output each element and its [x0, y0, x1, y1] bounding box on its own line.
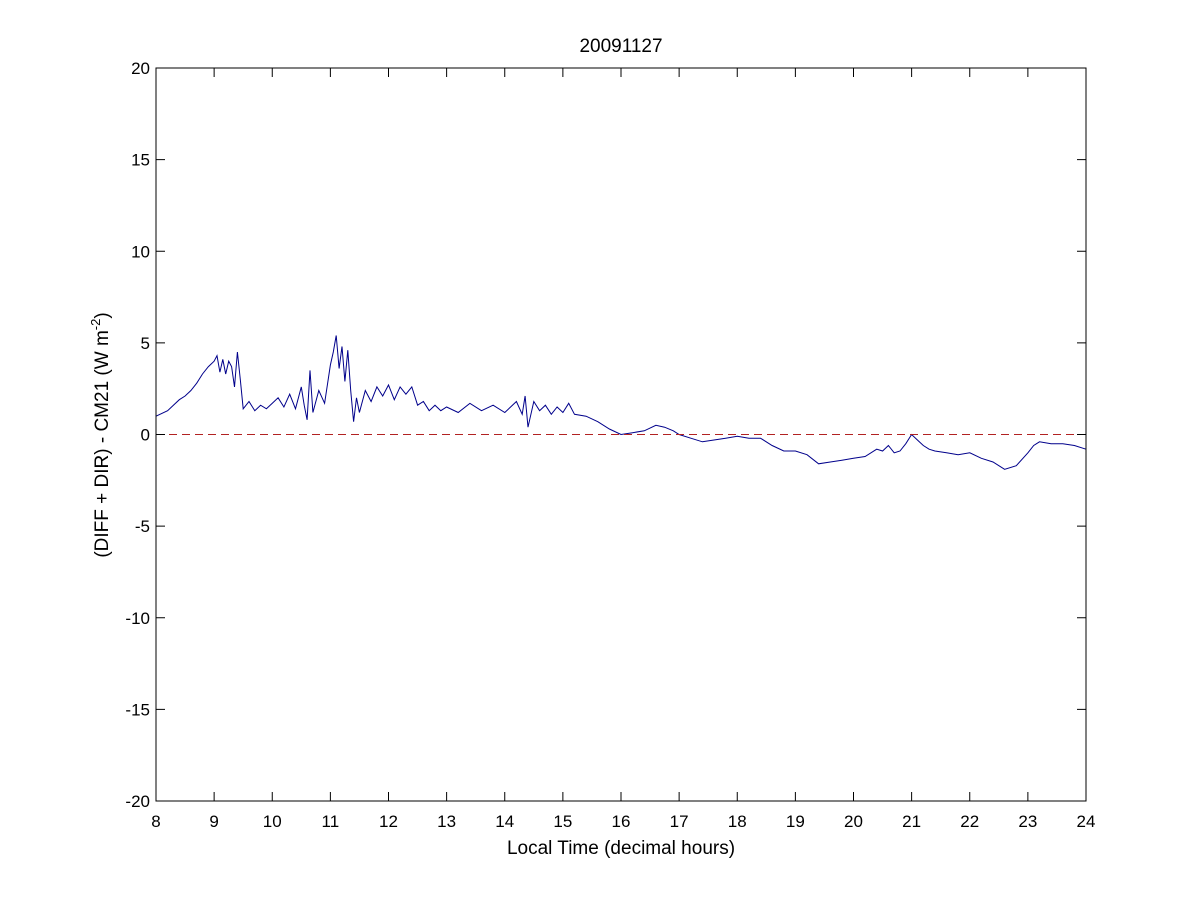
x-tick-label: 18 — [728, 812, 747, 831]
y-tick-label: -5 — [135, 517, 150, 536]
x-tick-label: 24 — [1077, 812, 1096, 831]
x-tick-label: 23 — [1018, 812, 1037, 831]
x-tick-label: 19 — [786, 812, 805, 831]
x-tick-label: 12 — [379, 812, 398, 831]
x-tick-label: 21 — [902, 812, 921, 831]
x-tick-label: 9 — [209, 812, 218, 831]
y-axis-label-close: ) — [92, 312, 113, 318]
y-axis-label-main: (DIFF + DIR) - CM21 (W m — [92, 330, 113, 557]
chart-title: 20091127 — [579, 36, 662, 57]
y-tick-label: -10 — [125, 609, 150, 628]
y-tick-label: 15 — [131, 151, 150, 170]
y-tick-label: 20 — [131, 59, 150, 78]
x-tick-label: 13 — [437, 812, 456, 831]
x-tick-label: 8 — [151, 812, 160, 831]
x-axis-label: Local Time (decimal hours) — [507, 838, 735, 859]
tick-layer: 8 9 10 11 12 13 14 15 16 17 18 19 20 21 22 23 24 -20 -15 -1… — [125, 59, 1095, 831]
x-tick-label: 17 — [670, 812, 689, 831]
plot-frame — [155, 67, 1087, 802]
y-tick-label: -20 — [125, 792, 150, 811]
x-tick-label: 20 — [844, 812, 863, 831]
x-tick-label: 16 — [612, 812, 631, 831]
difference-series-line — [155, 335, 1087, 470]
y-tick-label: 10 — [131, 242, 150, 261]
series-layer — [155, 335, 1087, 470]
x-tick-label: 15 — [553, 812, 572, 831]
y-tick-label: -15 — [125, 700, 150, 719]
x-tick-label: 22 — [960, 812, 979, 831]
y-tick-label: 0 — [141, 426, 150, 445]
x-tick-label: 14 — [495, 812, 514, 831]
x-tick-label: 10 — [263, 812, 282, 831]
y-tick-label: 5 — [141, 334, 150, 353]
y-axis-label-superscript: -2 — [88, 319, 103, 331]
y-axis-label: (DIFF + DIR) - CM21 (W m-2) — [88, 312, 113, 557]
x-tick-label: 11 — [322, 812, 340, 831]
